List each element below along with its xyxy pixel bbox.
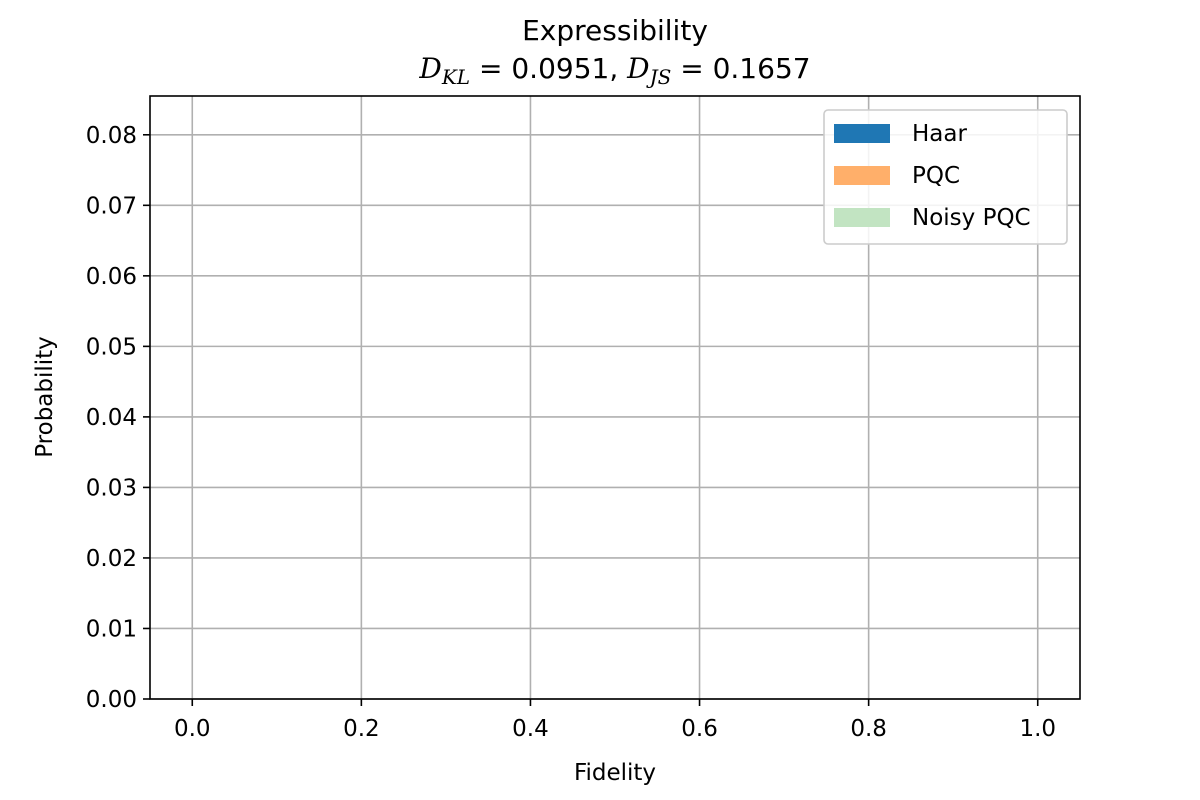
x-tick-label: 0.6	[681, 716, 718, 742]
x-tick-label: 0.2	[343, 716, 380, 742]
x-tick-label: 1.0	[1019, 716, 1056, 742]
y-axis-label: Probability	[32, 336, 58, 458]
x-tick-label: 0.4	[512, 716, 549, 742]
chart-title: Expressibility	[522, 14, 708, 47]
x-tick-label: 0.8	[850, 716, 887, 742]
legend-swatch	[834, 124, 890, 143]
djs-subscript: JS	[646, 65, 672, 89]
y-tick-label: 0.00	[86, 687, 137, 713]
y-tick-label: 0.05	[86, 334, 137, 360]
dkl-symbol: D	[418, 52, 441, 85]
legend-label: PQC	[912, 163, 960, 189]
djs-value: 0.1657	[713, 52, 811, 85]
chart-subtitle: DKL = 0.0951, DJS = 0.1657	[418, 52, 810, 89]
x-tick-label: 0.0	[174, 716, 211, 742]
legend-swatch	[834, 208, 890, 227]
plot-area-frame	[149, 95, 1081, 700]
legend-label: Haar	[912, 121, 967, 147]
legend-label: Noisy PQC	[912, 205, 1031, 231]
y-tick-label: 0.01	[86, 616, 137, 642]
y-tick-label: 0.07	[86, 193, 137, 219]
y-tick-label: 0.02	[86, 546, 137, 572]
grid	[150, 96, 1080, 700]
y-tick-label: 0.08	[86, 123, 137, 149]
dkl-value: 0.0951	[511, 52, 609, 85]
axis-ticks: 0.0 0.2 0.4 0.6 0.8 1.0 0.00 0.01 0.02 0.03 0.04 0.…	[86, 123, 1056, 742]
y-tick-label: 0.06	[86, 264, 137, 290]
legend: Haar PQC Noisy PQC	[823, 109, 1068, 245]
x-axis-label: Fidelity	[574, 760, 656, 786]
djs-symbol: D	[626, 52, 649, 85]
legend-swatch	[834, 166, 890, 185]
dkl-subscript: KL	[441, 65, 470, 89]
y-tick-label: 0.03	[86, 475, 137, 501]
y-tick-label: 0.04	[86, 405, 137, 431]
